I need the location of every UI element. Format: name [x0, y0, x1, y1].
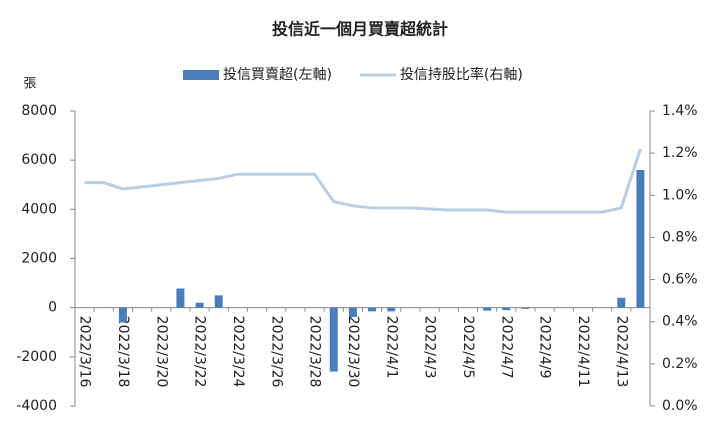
y2-tick-label: 0.4%	[662, 314, 698, 330]
x-tick-label: 2022/3/26	[268, 316, 284, 388]
x-tick-label: 2022/4/3	[422, 316, 438, 379]
y-tick-label: 8000	[21, 103, 57, 119]
y-tick-label: 6000	[21, 152, 57, 168]
y2-tick-label: 1.4%	[662, 103, 698, 119]
x-tick-label: 2022/3/22	[192, 316, 208, 388]
y2-tick-label: 0.6%	[662, 272, 698, 288]
x-tick-label: 2022/3/20	[153, 316, 169, 388]
bar	[387, 307, 396, 312]
y2-tick-label: 0.2%	[662, 356, 698, 372]
x-tick-label: 2022/4/13	[613, 316, 629, 388]
chart-title: 投信近一個月買賣超統計	[272, 20, 448, 39]
y-tick-label: 0	[48, 300, 57, 316]
bar	[636, 170, 645, 308]
x-tick-label: 2022/3/18	[115, 316, 131, 388]
bar	[195, 302, 204, 308]
x-tick-label: 2022/3/24	[230, 316, 246, 388]
y-axis-unit: 張	[23, 77, 36, 92]
y-tick-label: -2000	[16, 349, 57, 365]
bar	[348, 307, 357, 318]
x-tick-label: 2022/3/28	[307, 316, 323, 388]
x-tick-label: 2022/3/16	[77, 316, 93, 388]
y2-tick-label: 0.8%	[662, 229, 698, 245]
bar	[118, 307, 127, 323]
y2-tick-label: 1.0%	[662, 187, 698, 203]
bar	[329, 307, 338, 372]
y2-tick-label: 0.0%	[662, 398, 698, 414]
bar	[502, 307, 511, 311]
y-tick-label: 2000	[21, 251, 57, 267]
legend-label: 投信持股比率(右軸)	[400, 66, 523, 83]
bar	[483, 307, 492, 311]
legend-swatch	[183, 70, 219, 80]
y-tick-label: -4000	[16, 398, 57, 414]
bar	[521, 307, 530, 309]
x-tick-label: 2022/4/7	[498, 316, 514, 379]
x-tick-label: 2022/3/30	[345, 316, 361, 388]
legend-label: 投信買賣超(左軸)	[223, 67, 332, 83]
line	[84, 148, 642, 214]
y2-tick-label: 1.2%	[662, 145, 698, 161]
bar	[214, 295, 223, 308]
x-tick-label: 2022/4/1	[383, 316, 399, 379]
x-tick-label: 2022/4/9	[537, 316, 553, 379]
bar	[176, 288, 185, 308]
x-tick-label: 2022/4/11	[575, 316, 591, 388]
x-tick-label: 2022/4/5	[460, 316, 476, 379]
y-tick-label: 4000	[21, 201, 57, 217]
bar	[368, 307, 377, 312]
bar	[617, 297, 626, 308]
